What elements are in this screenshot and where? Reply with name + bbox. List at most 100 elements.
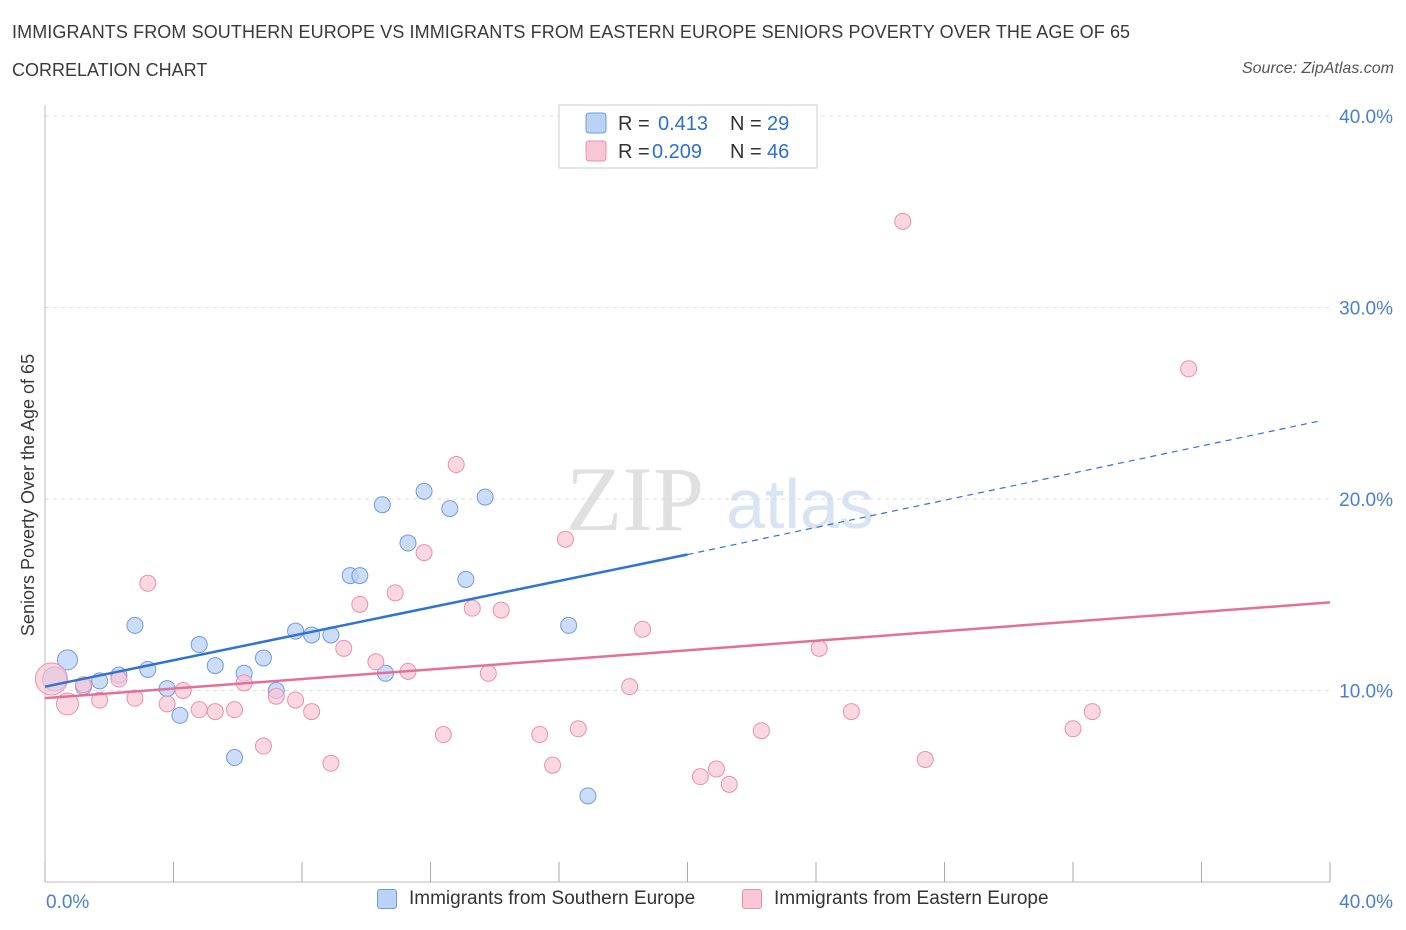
- point-eastern-europe: [463, 599, 481, 617]
- point-eastern-europe: [126, 689, 144, 707]
- point-southern-europe: [126, 616, 144, 634]
- legend-swatch-blue: [585, 112, 607, 134]
- point-southern-europe: [190, 636, 208, 654]
- point-eastern-europe: [720, 775, 738, 793]
- point-eastern-europe: [916, 750, 934, 768]
- point-eastern-europe: [691, 768, 709, 786]
- chart-title: IMMIGRANTS FROM SOUTHERN EUROPE VS IMMIG…: [12, 22, 1131, 42]
- point-eastern-europe: [158, 695, 176, 713]
- point-eastern-europe: [351, 595, 369, 613]
- chart-subtitle: CORRELATION CHART: [12, 60, 208, 80]
- watermark: ZIP atlas: [566, 448, 874, 550]
- point-southern-europe: [399, 534, 417, 552]
- trend-line-eastern-europe: [44, 601, 1331, 700]
- point-eastern-europe: [335, 639, 353, 657]
- legend-label-southern-europe: Immigrants from Southern Europe: [409, 888, 696, 909]
- legend-n-label-2: N =: [730, 141, 762, 163]
- series-legend: Immigrants from Southern Europe Immigran…: [0, 888, 1406, 916]
- point-southern-europe: [373, 496, 391, 514]
- x-tick-label: 40.0%: [1339, 892, 1393, 913]
- point-eastern-europe: [894, 212, 912, 230]
- legend-r-value-2: 0.209: [652, 141, 702, 163]
- point-eastern-europe: [386, 584, 404, 602]
- point-eastern-europe: [1180, 360, 1198, 378]
- point-eastern-europe: [634, 620, 652, 638]
- point-eastern-europe: [556, 530, 574, 548]
- source-label: Source: ZipAtlas.com: [1241, 60, 1394, 77]
- point-eastern-europe: [447, 456, 465, 474]
- point-eastern-europe: [254, 737, 272, 755]
- point-southern-europe: [254, 649, 272, 667]
- point-eastern-europe: [544, 756, 562, 774]
- series-eastern-europe: [34, 212, 1198, 793]
- point-southern-europe: [441, 500, 459, 518]
- legend-swatch-pink: [585, 140, 607, 162]
- y-tick-label: 20.0%: [1339, 490, 1393, 511]
- point-eastern-europe: [810, 639, 828, 657]
- point-eastern-europe: [267, 687, 285, 705]
- point-eastern-europe: [1083, 703, 1101, 721]
- y-axis-title: Seniors Poverty Over the Age of 65: [18, 354, 38, 636]
- y-tick-label: 40.0%: [1339, 107, 1393, 128]
- point-eastern-europe: [434, 726, 452, 744]
- point-eastern-europe: [492, 601, 510, 619]
- point-southern-europe: [171, 706, 189, 724]
- point-southern-europe: [56, 649, 78, 671]
- point-eastern-europe: [174, 682, 192, 699]
- tick-labels: 10.0% 20.0% 30.0% 40.0% 0.0% 40.0%: [46, 107, 1393, 913]
- point-southern-europe: [476, 488, 494, 506]
- point-eastern-europe: [34, 662, 68, 696]
- point-southern-europe: [303, 626, 321, 644]
- legend-n-label-1: N =: [730, 113, 762, 135]
- y-tick-label: 10.0%: [1339, 682, 1393, 703]
- point-eastern-europe: [303, 703, 321, 721]
- trend-lines: [44, 419, 1331, 700]
- point-eastern-europe: [842, 703, 860, 721]
- point-eastern-europe: [226, 701, 244, 719]
- point-eastern-europe: [55, 692, 79, 716]
- point-southern-europe: [415, 482, 433, 500]
- legend-item-eastern-europe: Immigrants from Eastern Europe: [742, 888, 1049, 910]
- y-tick-label: 30.0%: [1339, 299, 1393, 320]
- point-eastern-europe: [531, 726, 549, 744]
- legend-label-eastern-europe: Immigrants from Eastern Europe: [774, 888, 1049, 909]
- legend-n-value-1: 29: [767, 113, 789, 135]
- point-eastern-europe: [367, 653, 385, 671]
- point-eastern-europe: [91, 691, 109, 709]
- point-southern-europe: [560, 616, 578, 634]
- axes: [44, 105, 1331, 883]
- point-eastern-europe: [287, 691, 305, 709]
- point-southern-europe: [579, 787, 597, 805]
- trend-line-southern-europe-extension: [687, 419, 1323, 556]
- point-southern-europe: [457, 570, 475, 588]
- point-southern-europe: [206, 657, 224, 675]
- point-eastern-europe: [707, 760, 725, 778]
- series-southern-europe: [42, 482, 597, 805]
- watermark-zip: ZIP: [566, 448, 704, 550]
- point-eastern-europe: [1064, 720, 1082, 738]
- point-eastern-europe: [479, 664, 497, 682]
- point-eastern-europe: [621, 678, 639, 696]
- correlation-legend: R = 0.413 N = 29 R = 0.209 N = 46: [558, 104, 818, 169]
- point-eastern-europe: [752, 722, 770, 740]
- trend-line-southern-europe: [44, 553, 688, 688]
- point-eastern-europe: [206, 703, 224, 721]
- point-southern-europe: [226, 749, 244, 767]
- point-southern-europe: [351, 567, 369, 585]
- gridlines: [45, 115, 1330, 691]
- legend-swatch-eastern-europe: [742, 889, 762, 909]
- legend-swatch-southern-europe: [377, 889, 397, 909]
- point-eastern-europe: [415, 544, 433, 562]
- watermark-atlas: atlas: [726, 465, 874, 543]
- legend-item-southern-europe: Immigrants from Southern Europe: [377, 888, 695, 910]
- point-eastern-europe: [190, 701, 208, 719]
- legend-n-value-2: 46: [767, 141, 789, 163]
- legend-r-label-1: R =: [618, 113, 650, 135]
- x-tick-label: 0.0%: [46, 892, 89, 913]
- point-eastern-europe: [322, 754, 340, 772]
- legend-r-label-2: R =: [618, 141, 650, 163]
- point-eastern-europe: [569, 720, 587, 738]
- point-eastern-europe: [139, 574, 157, 592]
- legend-r-value-1: 0.413: [658, 113, 708, 135]
